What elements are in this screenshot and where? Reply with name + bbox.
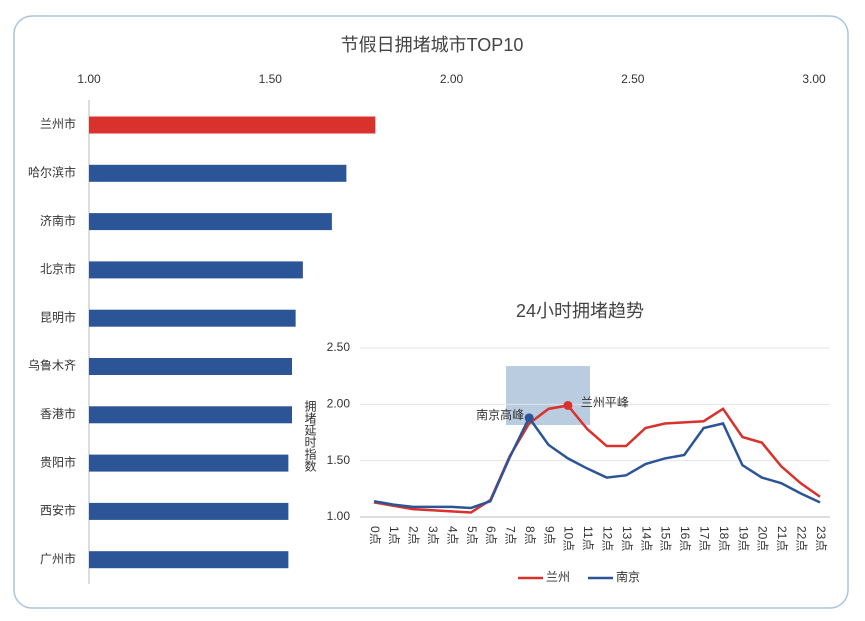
y-tick-label: 北京市 <box>40 261 76 276</box>
x-tick-label: 3点 <box>426 526 440 545</box>
y-tick-label: 2.50 <box>327 340 351 354</box>
chart-title: 24小时拥堵趋势 <box>516 301 644 321</box>
y-tick-label: 广州市 <box>40 551 76 566</box>
y-tick-label: 兰州市 <box>40 116 76 131</box>
x-tick-label: 0点 <box>368 526 382 545</box>
x-tick-label: 11点 <box>581 526 595 550</box>
y-tick-label: 哈尔滨市 <box>28 164 76 179</box>
y-tick-label: 济南市 <box>40 213 76 228</box>
bar <box>89 261 303 279</box>
bar <box>89 309 296 327</box>
marker <box>563 400 573 410</box>
annotation: 南京高峰 <box>476 407 524 422</box>
bar <box>89 116 376 134</box>
bar <box>89 358 292 375</box>
bar <box>89 406 292 424</box>
x-tick-label: 2点 <box>407 526 421 545</box>
x-tick-label: 4点 <box>445 526 459 545</box>
x-tick-label: 13点 <box>620 526 634 551</box>
y-tick-label: 2.00 <box>327 397 351 411</box>
x-tick-label: 12点 <box>601 526 615 551</box>
x-tick-label: 16点 <box>678 526 692 551</box>
axis-label: 拥堵延时指数 <box>303 400 317 473</box>
bar <box>89 502 289 520</box>
x-tick-label: 2.00 <box>440 72 464 86</box>
y-tick-label: 1.50 <box>327 453 351 467</box>
y-tick-label: 贵阳市 <box>40 454 76 469</box>
x-tick-label: 22点 <box>794 526 808 551</box>
bar <box>89 213 332 231</box>
bar <box>89 551 289 569</box>
x-tick-label: 1.50 <box>259 72 283 86</box>
marker <box>524 413 534 423</box>
x-tick-label: 10点 <box>562 526 576 551</box>
x-tick-label: 17点 <box>697 526 711 551</box>
x-tick-label: 15点 <box>659 526 673 551</box>
x-tick-label: 6点 <box>484 526 498 545</box>
x-tick-label: 18点 <box>717 526 731 551</box>
line-series <box>373 415 821 510</box>
x-tick-label: 23点 <box>814 526 828 551</box>
legend-label: 南京 <box>616 569 640 584</box>
y-tick-label: 昆明市 <box>40 309 76 324</box>
x-tick-label: 19点 <box>736 526 750 551</box>
x-tick-label: 2.50 <box>621 72 645 86</box>
x-tick-label: 21点 <box>775 526 789 551</box>
x-tick-label: 9点 <box>542 526 556 545</box>
x-tick-label: 3.00 <box>802 72 826 86</box>
x-tick-label: 1.00 <box>77 72 101 86</box>
y-tick-label: 香港市 <box>40 406 76 421</box>
x-tick-label: 20点 <box>756 526 770 551</box>
x-tick-label: 8点 <box>523 526 537 545</box>
y-tick-label: 乌鲁木齐 <box>28 358 76 373</box>
bar <box>89 454 289 472</box>
x-tick-label: 7点 <box>504 526 518 545</box>
legend-label: 兰州 <box>546 570 570 584</box>
y-tick-label: 西安市 <box>40 503 76 518</box>
x-tick-label: 14点 <box>639 526 653 551</box>
y-tick-label: 1.00 <box>327 509 351 523</box>
line-series <box>373 404 821 514</box>
x-tick-label: 1点 <box>387 526 401 545</box>
x-tick-label: 5点 <box>465 526 479 545</box>
annotation: 兰州平峰 <box>581 396 629 410</box>
chart-title: 节假日拥堵城市TOP10 <box>341 35 524 55</box>
bar <box>89 164 347 182</box>
